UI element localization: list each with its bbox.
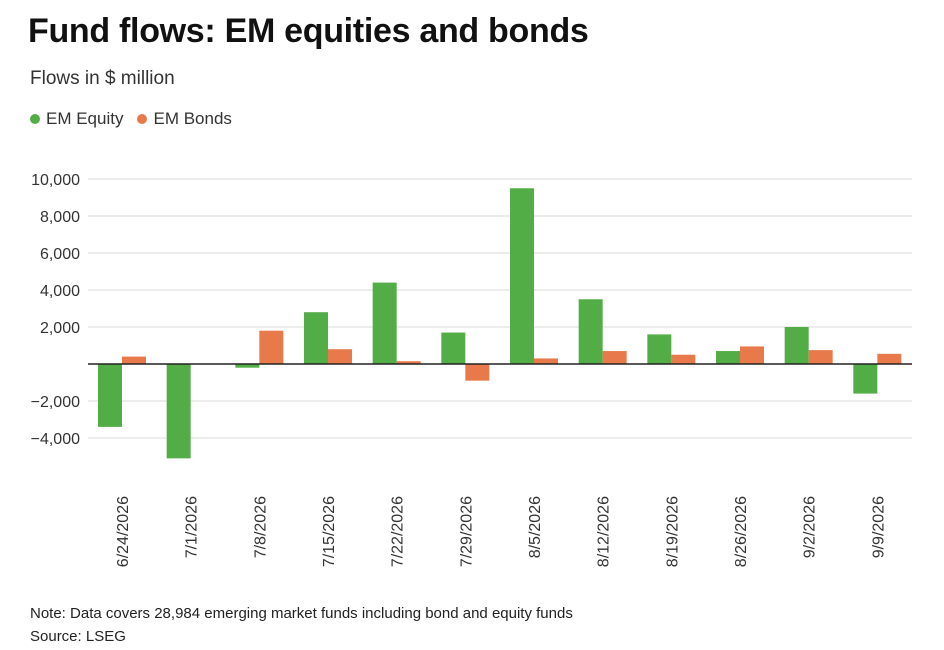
bar-em-bonds <box>740 346 764 364</box>
bar-em-bonds <box>328 349 352 364</box>
y-tick-label: 2,000 <box>40 320 80 337</box>
bar-em-bonds <box>877 353 902 364</box>
bar-em-bonds <box>808 350 833 364</box>
bar-em-equity <box>716 351 740 364</box>
x-tick-label: 7/1/2026 <box>184 496 201 558</box>
x-tick-label: 7/22/2026 <box>390 496 407 567</box>
x-tick-label: 8/5/2026 <box>527 496 544 558</box>
y-tick-label: −4,000 <box>31 431 80 448</box>
x-tick-label: 8/26/2026 <box>733 496 750 567</box>
bar-em-equity <box>784 327 809 364</box>
x-tick-label: 7/29/2026 <box>458 496 475 567</box>
bar-em-bonds <box>122 356 146 364</box>
bar-em-bonds <box>602 351 627 364</box>
legend-label-equity: EM Equity <box>46 109 124 128</box>
bar-em-equity <box>166 364 191 459</box>
bar-em-bonds <box>671 354 696 364</box>
bar-em-equity <box>853 364 878 394</box>
chart-subtitle: Flows in $ million <box>30 68 175 89</box>
bar-em-equity <box>578 299 603 364</box>
x-tick-label: 8/19/2026 <box>664 496 681 567</box>
bar-em-equity <box>441 332 466 364</box>
bar-em-equity <box>372 282 397 364</box>
legend-swatch-bonds <box>137 114 148 124</box>
bar-chart: −4,000 −2,000 2,000 4,000 6,000 8,000 10,000 6/… <box>31 172 912 567</box>
bar-em-equity <box>647 334 672 364</box>
bar-em-bonds <box>259 330 284 364</box>
chart-legend: EM Equity EM Bonds <box>30 109 246 129</box>
legend-item-equity: EM Equity <box>30 109 123 129</box>
y-tick-label: 10,000 <box>31 172 80 189</box>
bar-em-equity <box>304 312 328 364</box>
y-tick-label: 6,000 <box>40 246 80 263</box>
x-tick-label: 9/9/2026 <box>870 496 887 558</box>
footnote: Note: Data covers 28,984 emerging market… <box>30 605 573 622</box>
x-tick-label: 9/2/2026 <box>802 496 819 558</box>
legend-label-bonds: EM Bonds <box>153 109 232 128</box>
source-line: Source: LSEG <box>30 628 126 645</box>
chart-title: Fund flows: EM equities and bonds <box>28 12 589 50</box>
y-tick-label: −2,000 <box>31 394 80 411</box>
legend-swatch-equity <box>30 114 40 124</box>
bar-em-bonds <box>396 361 421 364</box>
bar-em-bonds <box>534 358 558 364</box>
x-tick-label: 7/15/2026 <box>321 496 338 567</box>
x-tick-label: 6/24/2026 <box>115 496 132 567</box>
bar-em-bonds <box>465 364 490 381</box>
x-tick-label: 7/8/2026 <box>252 496 269 558</box>
x-tick-label: 8/12/2026 <box>596 496 613 567</box>
bar-em-equity <box>98 364 122 427</box>
legend-item-bonds: EM Bonds <box>137 109 232 129</box>
y-tick-label: 8,000 <box>40 209 80 226</box>
y-tick-label: 4,000 <box>40 283 80 300</box>
bar-em-equity <box>510 188 534 364</box>
bar-em-equity <box>235 364 260 368</box>
